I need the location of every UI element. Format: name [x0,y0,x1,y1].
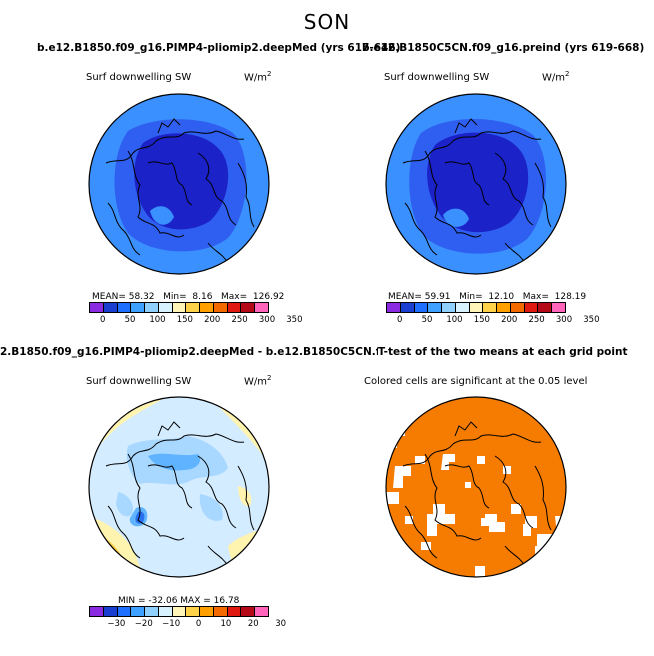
panel-title-bottom-left: 2.B1850.f09_g16.PIMP4-pliomip2.deepMed -… [0,346,378,358]
colorbar-abs-swatch [387,303,401,312]
panel-title-top-left: b.e12.B1850.f09_g16.PIMP4-pliomip2.deepM… [37,42,401,54]
colorbar-tick-label: 200 [204,315,221,325]
colorbar-diff-swatch [117,607,132,616]
colorbar-abs-swatch [213,303,228,312]
colorbar-diff-swatch [255,607,268,616]
colorbar-tick-label: 10 [220,619,232,629]
colorbar-abs-swatch [414,303,429,312]
colorbar-diff-swatch [145,607,159,616]
colorbar-diff-swatch [213,607,228,616]
polar-map-top-left [88,93,270,275]
colorbar-abs-swatch [524,303,539,312]
colorbar-abs-swatch [145,303,159,312]
colorbar-tick-label: 300 [555,315,573,325]
colorbar-tick-label: −30 [107,619,126,629]
polar-map-top-right [385,93,567,275]
figure-title: SON [303,10,351,34]
colorbar-tick-label: 150 [176,315,193,325]
units-label-bottom-left: W/m2 [244,374,272,388]
colorbar-abs-swatch [241,303,256,312]
stats-top-right: MEAN= 59.91 Min= 12.10 Max= 128.19 [388,292,587,302]
colorbar-diff-swatch [186,607,201,616]
colorbar-diff-swatch [131,607,146,616]
colorbar-diff-swatch [90,607,104,616]
colorbar-bottom-left [89,606,269,617]
colorbar-tick-label: 350 [286,315,303,325]
colorbar-abs-swatch [172,303,187,312]
colorbar-abs-swatch [483,303,498,312]
variable-label-top-right: Surf downwelling SW [384,72,490,83]
colorbar-diff-swatch [227,607,242,616]
colorbar-diff-swatch [200,607,214,616]
colorbar-tick-label: 30 [275,619,287,629]
colorbar-abs-swatch [538,303,553,312]
colorbar-ticks-bottom-left: −30 −20 −10 0 10 20 30 [89,619,286,631]
colorbar-tick-label: 0 [396,315,403,325]
colorbar-abs-swatch [103,303,118,312]
colorbar-diff-swatch [172,607,187,616]
colorbar-diff-swatch [158,607,173,616]
colorbar-top-left [89,302,269,313]
colorbar-tick-label: 20 [247,619,259,629]
colorbar-abs-swatch [158,303,173,312]
colorbar-tick-label: 350 [583,315,600,325]
polar-map-bottom-left [88,396,270,578]
colorbar-abs-swatch [255,303,268,312]
units-label-top-left: W/m2 [244,70,272,84]
colorbar-tick-label: −10 [162,619,181,629]
colorbar-tick-label: 100 [446,315,463,325]
colorbar-tick-label: 50 [124,315,136,325]
colorbar-tick-label: 0 [99,315,106,325]
colorbar-abs-swatch [131,303,146,312]
colorbar-abs-swatch [186,303,201,312]
colorbar-abs-swatch [227,303,242,312]
colorbar-tick-label: 250 [528,315,545,325]
colorbar-abs-swatch [400,303,415,312]
colorbar-abs-swatch [497,303,511,312]
colorbar-diff-swatch [241,607,256,616]
colorbar-tick-label: 200 [501,315,518,325]
colorbar-tick-label: 100 [149,315,166,325]
colorbar-abs-swatch [442,303,456,312]
colorbar-abs-swatch [428,303,443,312]
panel-title-top-right: b.e12.B1850C5CN.f09_g16.preind (yrs 619-… [362,42,645,54]
stats-top-left: MEAN= 58.32 Min= 8.16 Max= 126.92 [92,292,285,302]
polar-map-bottom-right [385,396,567,578]
colorbar-tick-label: 250 [231,315,248,325]
colorbar-tick-label: 50 [421,315,433,325]
colorbar-abs-swatch [200,303,214,312]
colorbar-top-right [386,302,566,313]
colorbar-tick-label: 300 [258,315,276,325]
colorbar-abs-swatch [117,303,132,312]
colorbar-tick-label: 0 [195,619,202,629]
significance-note: Colored cells are significant at the 0.0… [364,376,588,387]
colorbar-abs-swatch [455,303,470,312]
variable-label-top-left: Surf downwelling SW [86,72,192,83]
units-label-top-right: W/m2 [542,70,570,84]
colorbar-diff-swatch [103,607,118,616]
colorbar-abs-swatch [90,303,104,312]
colorbar-tick-label: 150 [473,315,490,325]
panel-title-bottom-right: T-test of the two means at each grid poi… [378,346,628,358]
colorbar-abs-swatch [552,303,565,312]
colorbar-abs-swatch [510,303,525,312]
colorbar-ticks-top-right: 0 50 100 150 200 250 300 350 [386,315,600,327]
colorbar-tick-label: −20 [134,619,153,629]
stats-bottom-left: MIN = -32.06 MAX = 16.78 [118,596,240,606]
colorbar-abs-swatch [469,303,484,312]
colorbar-ticks-top-left: 0 50 100 150 200 250 300 350 [89,315,303,327]
variable-label-bottom-left: Surf downwelling SW [86,376,192,387]
